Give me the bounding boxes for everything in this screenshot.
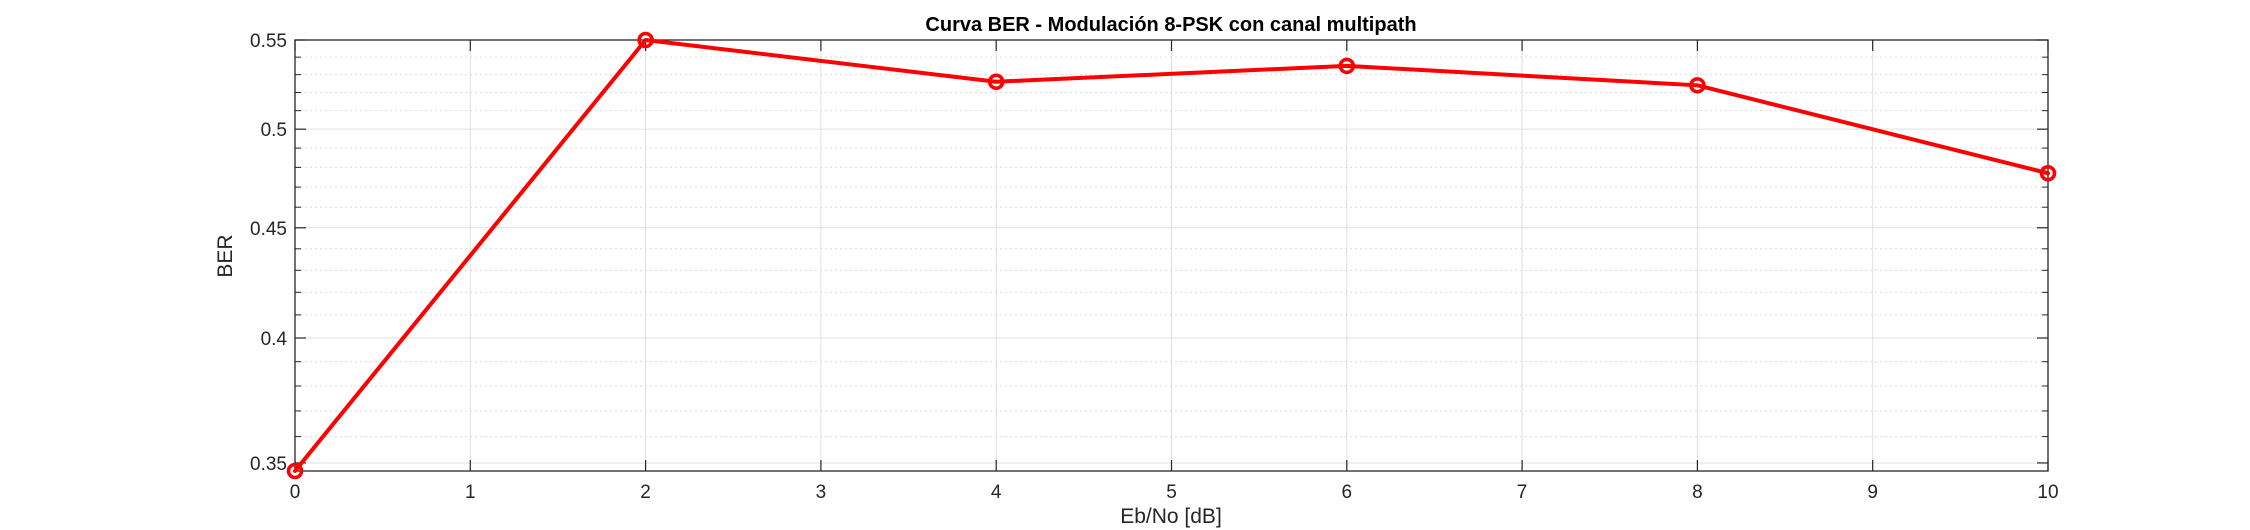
- data-point-marker: [1338, 57, 1356, 75]
- data-point-marker: [1689, 77, 1706, 94]
- y-tick-labels: 0.35 0.4 0.45 0.5 0.55: [250, 31, 287, 475]
- x-tick-labels: 0 1 2 3 4 5 6 7 8 9 10: [290, 482, 2059, 503]
- x-tick-label: 5: [1166, 482, 1177, 503]
- chart-title: Curva BER - Modulación 8-PSK con canal m…: [925, 14, 1416, 36]
- y-axis-title: BER: [214, 234, 237, 277]
- y-tick-label: 0.5: [261, 120, 287, 141]
- data-point-marker: [2039, 165, 2057, 182]
- x-tick-label: 8: [1692, 482, 1703, 503]
- y-tick-label: 0.35: [250, 454, 287, 475]
- data-point-marker: [637, 31, 654, 49]
- x-tick-label: 10: [2037, 482, 2058, 503]
- y-tick-label: 0.4: [261, 329, 288, 350]
- x-tick-label: 7: [1517, 482, 1528, 503]
- x-tick-label: 1: [465, 482, 476, 503]
- x-tick-label: 4: [991, 482, 1002, 503]
- data-point-marker: [987, 73, 1005, 91]
- x-axis-title: Eb/No [dB]: [1120, 505, 1222, 528]
- y-tick-label: 0.55: [250, 31, 287, 52]
- tick-marks: [294, 39, 2049, 471]
- x-tick-label: 9: [1867, 482, 1878, 503]
- series-line: [293, 38, 2050, 473]
- x-tick-label: 2: [640, 482, 651, 503]
- series-layer: [286, 31, 2057, 480]
- x-tick-label: 6: [1342, 482, 1353, 503]
- y-tick-label: 0.45: [250, 219, 287, 240]
- x-tick-label: 0: [290, 482, 301, 503]
- x-tick-label: 3: [816, 482, 827, 503]
- data-point-marker: [286, 462, 304, 480]
